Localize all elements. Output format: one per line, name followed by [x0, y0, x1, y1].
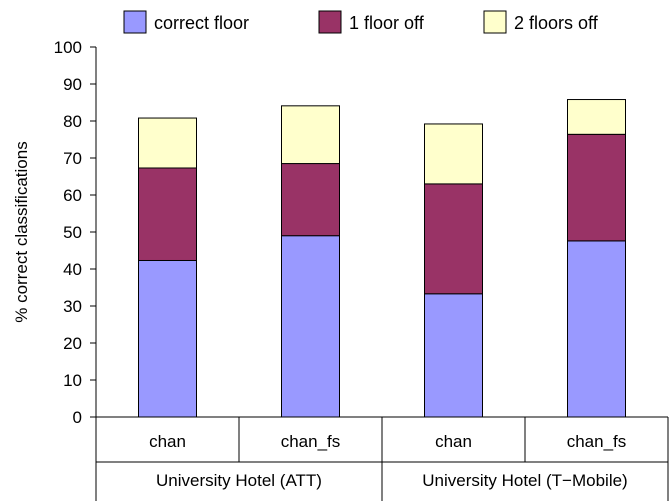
- bar-segment-2-floors-off: [424, 123, 483, 185]
- bar-segment-correct-floor: [567, 240, 626, 418]
- bar-segment-correct-floor: [281, 235, 340, 418]
- x-axis: chan chan_fs chan chan_fs University Hotel (…: [95, 416, 669, 501]
- legend-swatch: [483, 10, 507, 34]
- y-axis-label: % correct classifications: [12, 141, 31, 322]
- category-label: chan: [149, 432, 186, 451]
- y-tick-label: 0: [73, 408, 82, 427]
- legend: correct floor 1 floor off 2 floors off: [123, 10, 599, 34]
- group-label: University Hotel (T−Mobile): [422, 471, 627, 490]
- y-tick-label: 30: [63, 297, 82, 316]
- legend-label: 1 floor off: [349, 13, 425, 33]
- bar-segment-2-floors-off: [281, 105, 340, 165]
- legend-swatch: [318, 10, 342, 34]
- y-tick-label: 90: [63, 75, 82, 94]
- bar-segment-correct-floor: [138, 259, 197, 418]
- y-tick-label: 50: [63, 223, 82, 242]
- y-tick-label: 80: [63, 112, 82, 131]
- bar-segment-2-floors-off: [138, 117, 197, 169]
- group-label: University Hotel (ATT): [156, 471, 322, 490]
- bars: [138, 99, 626, 418]
- legend-label: correct floor: [154, 13, 249, 33]
- y-tick-label: 100: [54, 38, 82, 57]
- category-label: chan: [435, 432, 472, 451]
- bar-segment-correct-floor: [424, 293, 483, 418]
- legend-swatch: [123, 10, 147, 34]
- y-tick-label: 10: [63, 371, 82, 390]
- y-tick-label: 60: [63, 186, 82, 205]
- category-label: chan_fs: [281, 432, 341, 451]
- bar-segment-2-floors-off: [567, 99, 626, 135]
- bar-segment-1-floor-off: [567, 133, 626, 242]
- y-axis: 0 10 20 30 40 50 60 70 80 90 100: [54, 38, 97, 427]
- y-tick-label: 40: [63, 260, 82, 279]
- bar-segment-1-floor-off: [281, 163, 340, 237]
- legend-label: 2 floors off: [514, 13, 599, 33]
- category-label: chan_fs: [567, 432, 627, 451]
- y-tick-label: 70: [63, 149, 82, 168]
- y-tick-label: 20: [63, 334, 82, 353]
- bar-segment-1-floor-off: [138, 167, 197, 261]
- bar-segment-1-floor-off: [424, 183, 483, 295]
